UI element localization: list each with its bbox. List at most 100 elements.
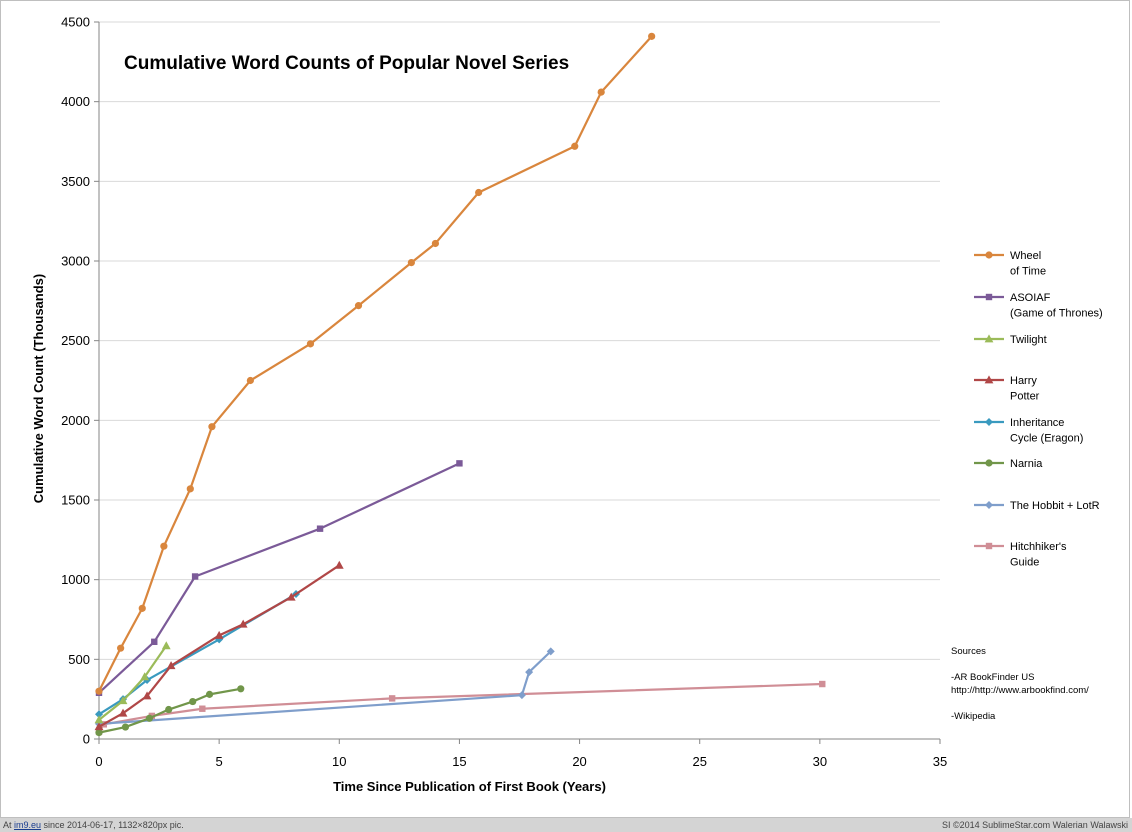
legend-label: ASOIAF [1010, 292, 1051, 304]
series-narnia [95, 685, 245, 737]
x-tick-label: 25 [692, 754, 706, 769]
data-point-the-hobbit-lotr [517, 691, 526, 700]
data-point-narnia [145, 714, 154, 722]
y-tick-label: 500 [68, 652, 90, 667]
series-asoiaf-game-of-thrones [95, 460, 463, 696]
y-tick-label: 4500 [61, 15, 90, 30]
legend-label: Wheel [1010, 250, 1041, 262]
data-point-asoiaf-game-of-thrones [456, 460, 463, 467]
footer-credit: SI ©2014 SublimeStar.com Walerian Walaws… [941, 820, 1128, 830]
data-point-wheel-of-time [597, 88, 605, 96]
data-point-inheritance-cycle-eragon [95, 710, 103, 719]
legend-item-asoiaf-game-of-thrones: ASOIAF (Game of Thrones) [974, 292, 1103, 320]
source-wikipedia: -Wikipedia [951, 711, 996, 722]
footer-prefix: At [3, 820, 15, 830]
data-point-harry-potter [334, 560, 344, 569]
data-point-narnia [165, 705, 173, 714]
data-point-asoiaf-game-of-thrones [191, 573, 199, 580]
data-point-narnia [205, 690, 214, 698]
source-ar-bookfinder: -AR BookFinder US [951, 672, 1035, 683]
legend-item-the-hobbit-lotr: The Hobbit + LotR [974, 500, 1100, 512]
x-tick-label: 15 [452, 754, 466, 769]
legend-item-narnia: Narnia [974, 458, 1043, 470]
data-point-narnia [189, 697, 197, 706]
y-tick-label: 3500 [61, 174, 90, 189]
series-line-harry-potter [98, 564, 340, 728]
sources-note: Sources -AR BookFinder US http://http://… [951, 645, 1089, 723]
series-hitchhiker-s-guide [95, 680, 826, 735]
series-line-twilight [98, 645, 168, 721]
legend-swatch-marker [984, 334, 994, 343]
legend-swatch-marker [985, 501, 993, 509]
data-point-wheel-of-time [95, 687, 103, 695]
data-point-hitchhiker-s-guide [819, 680, 826, 688]
data-point-wheel-of-time [306, 340, 315, 348]
x-tick-label: 35 [933, 754, 947, 769]
data-point-harry-potter [286, 592, 296, 601]
y-tick-label: 2000 [61, 413, 90, 428]
data-point-the-hobbit-lotr [546, 647, 555, 656]
legend-item-wheel-of-time: Wheel of Time [974, 250, 1046, 278]
legend-swatch-marker [985, 293, 993, 301]
data-point-wheel-of-time [407, 258, 415, 267]
legend-label: (Game of Thrones) [1010, 308, 1103, 320]
data-point-hitchhiker-s-guide [388, 695, 396, 702]
data-point-wheel-of-time [475, 188, 483, 197]
legend-label: Hitchhiker's [1010, 541, 1067, 553]
legend-label: Guide [1010, 557, 1039, 569]
legend-label: Twilight [1010, 334, 1047, 346]
data-point-wheel-of-time [208, 423, 216, 431]
data-point-narnia [95, 729, 103, 737]
y-tick-label: 1000 [61, 572, 90, 587]
x-tick-label: 20 [572, 754, 586, 769]
data-point-asoiaf-game-of-thrones [316, 525, 324, 532]
x-tick-label: 5 [216, 754, 223, 769]
data-point-harry-potter [214, 630, 224, 639]
data-point-narnia [237, 685, 245, 693]
legend-label: The Hobbit + LotR [1010, 500, 1100, 512]
data-point-the-hobbit-lotr [525, 668, 534, 677]
legend-label: of Time [1010, 266, 1046, 278]
series-twilight [94, 641, 171, 724]
data-point-harry-potter [166, 661, 176, 670]
series-line-wheel-of-time [98, 35, 653, 692]
y-tick-label: 0 [83, 732, 90, 747]
chart-title: Cumulative Word Counts of Popular Novel … [124, 53, 570, 74]
data-point-harry-potter [118, 708, 128, 717]
data-point-harry-potter [142, 691, 152, 700]
data-point-twilight [140, 672, 150, 681]
legend-label: Cycle (Eragon) [1010, 433, 1083, 445]
x-axis-title: Time Since Publication of First Book (Ye… [333, 779, 606, 794]
data-point-hitchhiker-s-guide [199, 705, 206, 712]
data-point-wheel-of-time [117, 644, 125, 652]
series-wheel-of-time [95, 32, 656, 695]
legend-swatch-marker [985, 418, 993, 426]
legend-item-twilight: Twilight [974, 334, 1047, 346]
data-point-harry-potter [238, 619, 248, 628]
data-point-asoiaf-game-of-thrones [151, 638, 158, 646]
y-tick-label: 3000 [61, 254, 90, 269]
series-line-the-hobbit-lotr [98, 650, 552, 725]
legend-swatch-marker [985, 542, 993, 550]
legend-item-inheritance-cycle-eragon: Inheritance Cycle (Eragon) [974, 417, 1083, 445]
data-point-wheel-of-time [431, 239, 439, 248]
footer-left: At im9.eu since 2014-06-17, 1132×820px p… [3, 818, 184, 832]
x-tick-label: 10 [332, 754, 346, 769]
source-ar-bookfinder-url: http://http://www.arbookfind.com/ [951, 685, 1089, 696]
legend-item-harry-potter: Harry Potter [974, 375, 1040, 403]
data-point-wheel-of-time [648, 32, 656, 40]
y-tick-label: 1500 [61, 493, 90, 508]
data-point-wheel-of-time [354, 302, 363, 310]
data-point-wheel-of-time [160, 542, 168, 550]
y-tick-label: 4000 [61, 94, 90, 109]
data-point-twilight [161, 641, 171, 650]
sources-heading: Sources [951, 646, 986, 657]
legend-item-hitchhiker-s-guide: Hitchhiker's Guide [974, 541, 1067, 569]
legend-label: Harry [1010, 375, 1037, 387]
footer-site-link[interactable]: im9.eu [14, 820, 42, 830]
data-point-wheel-of-time [138, 604, 146, 612]
x-tick-label: 0 [95, 754, 102, 769]
data-point-wheel-of-time [571, 142, 579, 150]
